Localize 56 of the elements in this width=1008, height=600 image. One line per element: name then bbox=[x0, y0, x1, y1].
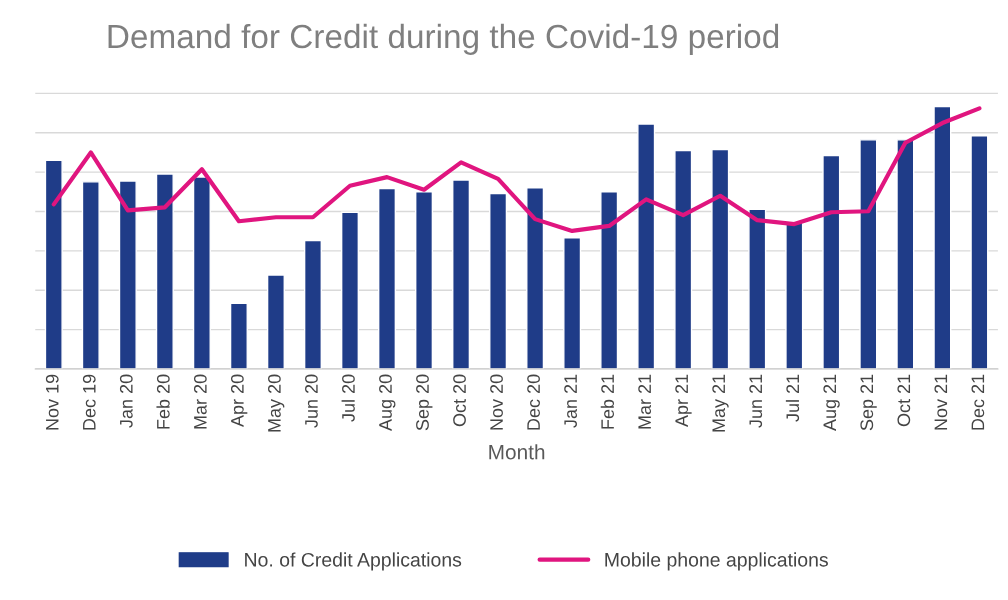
bar bbox=[452, 179, 471, 369]
bar bbox=[859, 139, 878, 369]
bar bbox=[81, 181, 100, 369]
x-tick-label: Jul 21 bbox=[785, 374, 800, 422]
legend-label: Mobile phone applications bbox=[605, 552, 828, 571]
x-tick-label: Sep 21 bbox=[860, 374, 877, 431]
bar bbox=[896, 139, 915, 369]
x-tick-label: Nov 21 bbox=[934, 374, 948, 430]
bar bbox=[229, 302, 248, 369]
x-tick-label: Jan 21 bbox=[564, 374, 577, 428]
bar bbox=[637, 123, 656, 369]
bar bbox=[933, 105, 952, 369]
bar bbox=[266, 274, 285, 369]
chart-title: Demand for Credit during the Covid-19 period bbox=[108, 23, 779, 55]
x-tick-label: May 20 bbox=[268, 374, 285, 432]
x-tick-label: Dec 21 bbox=[971, 374, 985, 430]
x-tick-label: Oct 20 bbox=[453, 374, 466, 427]
x-tick-label: Jul 20 bbox=[341, 374, 355, 422]
bar bbox=[970, 135, 989, 369]
x-tick-label: Aug 20 bbox=[379, 374, 396, 432]
x-tick-label: Nov 20 bbox=[490, 374, 503, 430]
x-tick-label: Sep 20 bbox=[416, 374, 433, 431]
x-tick-label: Oct 21 bbox=[897, 374, 911, 427]
bar bbox=[303, 239, 322, 369]
bar bbox=[44, 159, 63, 369]
x-axis-title: Month bbox=[489, 444, 545, 460]
bar bbox=[822, 154, 841, 369]
x-tick-label: Apr 20 bbox=[230, 374, 248, 428]
bar bbox=[711, 148, 730, 369]
x-tick-label: Feb 21 bbox=[600, 374, 615, 429]
legend-label: No. of Credit Applications bbox=[245, 552, 462, 571]
x-tick-label: Jun 21 bbox=[749, 374, 763, 428]
x-tick-label: Dec 19 bbox=[82, 374, 96, 430]
x-tick-label: Aug 21 bbox=[823, 374, 840, 432]
bar bbox=[192, 176, 211, 369]
x-tick-label: Feb 20 bbox=[156, 374, 170, 429]
bar bbox=[155, 173, 174, 369]
bar bbox=[563, 237, 582, 369]
bar bbox=[526, 187, 545, 369]
bar bbox=[674, 149, 693, 369]
x-tick-label: Mar 20 bbox=[193, 374, 207, 429]
bar bbox=[600, 191, 619, 369]
x-tick-label: May 21 bbox=[712, 374, 729, 432]
bar bbox=[489, 192, 508, 369]
x-tick-label: Jun 20 bbox=[305, 374, 318, 428]
x-tick-label: Jan 20 bbox=[119, 374, 133, 428]
x-tick-label: Nov 19 bbox=[45, 374, 59, 430]
bar bbox=[377, 187, 397, 369]
x-tick-label: Apr 21 bbox=[675, 374, 692, 428]
x-tick-label: Dec 20 bbox=[527, 374, 540, 430]
x-tick-label: Mar 21 bbox=[638, 374, 652, 429]
bar bbox=[785, 220, 804, 369]
bar bbox=[118, 180, 137, 369]
bar bbox=[340, 211, 360, 369]
bar bbox=[748, 208, 767, 369]
bar bbox=[415, 191, 434, 369]
